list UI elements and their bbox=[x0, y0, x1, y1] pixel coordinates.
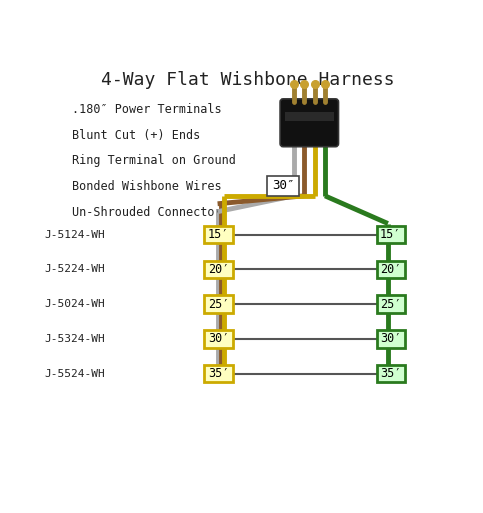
FancyBboxPatch shape bbox=[280, 99, 339, 147]
Text: Ring Terminal on Ground: Ring Terminal on Ground bbox=[71, 154, 236, 167]
Text: .180″ Power Terminals: .180″ Power Terminals bbox=[71, 103, 221, 116]
Text: Un-Shrouded Connector: Un-Shrouded Connector bbox=[71, 206, 221, 219]
FancyBboxPatch shape bbox=[204, 295, 233, 313]
FancyBboxPatch shape bbox=[377, 330, 405, 347]
Text: 30″: 30″ bbox=[272, 180, 294, 192]
FancyBboxPatch shape bbox=[285, 112, 334, 121]
FancyBboxPatch shape bbox=[377, 261, 405, 278]
Text: J-5524-WH: J-5524-WH bbox=[44, 369, 105, 379]
Text: J-5224-WH: J-5224-WH bbox=[44, 264, 105, 274]
FancyBboxPatch shape bbox=[204, 365, 233, 382]
Text: 30′: 30′ bbox=[380, 332, 401, 345]
FancyBboxPatch shape bbox=[267, 176, 299, 196]
Text: J-5024-WH: J-5024-WH bbox=[44, 299, 105, 309]
Text: 15′: 15′ bbox=[208, 228, 229, 241]
FancyBboxPatch shape bbox=[377, 295, 405, 313]
FancyBboxPatch shape bbox=[377, 365, 405, 382]
FancyBboxPatch shape bbox=[204, 330, 233, 347]
Text: Blunt Cut (+) Ends: Blunt Cut (+) Ends bbox=[71, 129, 200, 142]
Text: 20′: 20′ bbox=[208, 263, 229, 276]
Text: 4-Way Flat Wishbone Harness: 4-Way Flat Wishbone Harness bbox=[101, 71, 394, 89]
FancyBboxPatch shape bbox=[204, 226, 233, 243]
Text: 20′: 20′ bbox=[380, 263, 401, 276]
Text: 15′: 15′ bbox=[380, 228, 401, 241]
FancyBboxPatch shape bbox=[204, 261, 233, 278]
Text: J-5324-WH: J-5324-WH bbox=[44, 334, 105, 344]
Text: Bonded Wishbone Wires: Bonded Wishbone Wires bbox=[71, 180, 221, 193]
Text: J-5124-WH: J-5124-WH bbox=[44, 230, 105, 240]
Text: 25′: 25′ bbox=[380, 298, 401, 310]
FancyBboxPatch shape bbox=[377, 226, 405, 243]
Text: 35′: 35′ bbox=[208, 367, 229, 380]
Text: 35′: 35′ bbox=[380, 367, 401, 380]
Text: 30′: 30′ bbox=[208, 332, 229, 345]
Text: 25′: 25′ bbox=[208, 298, 229, 310]
